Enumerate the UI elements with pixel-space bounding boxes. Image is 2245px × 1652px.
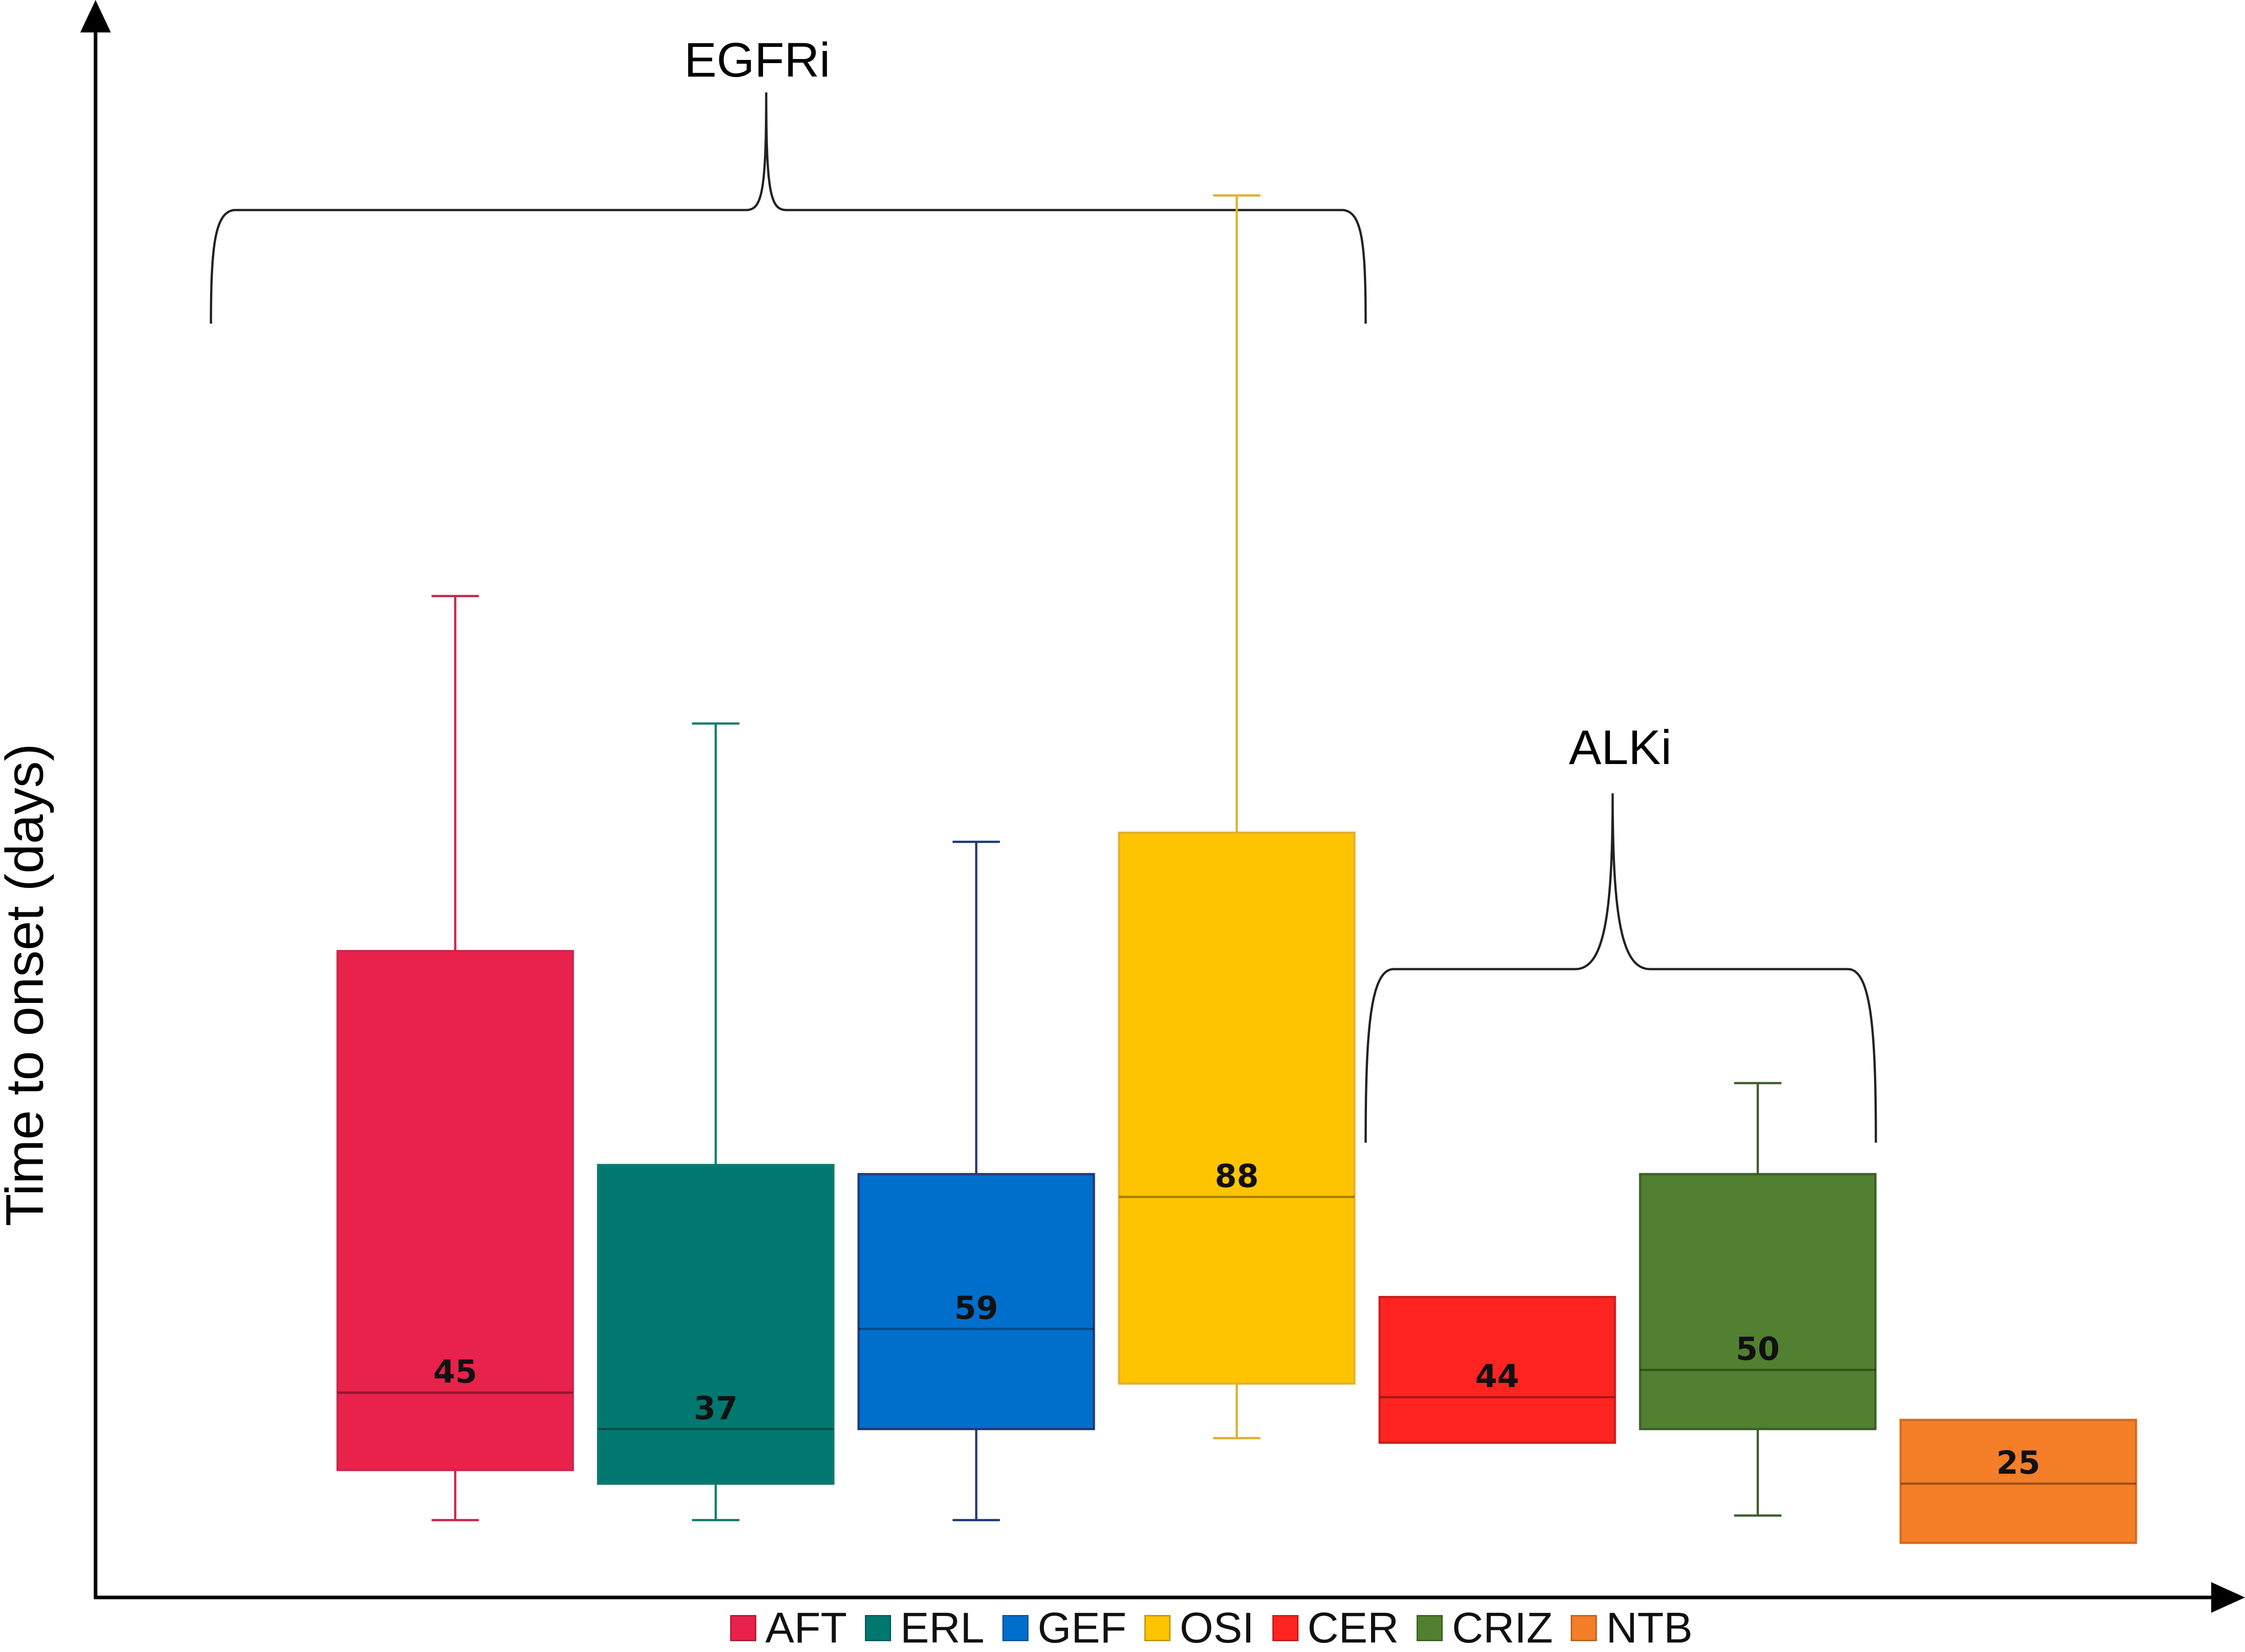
y-axis-label: Time to onset (days) — [0, 743, 55, 1226]
legend-label-cer: CER — [1307, 1604, 1399, 1652]
box-ntb: 25 — [1899, 1419, 2137, 1544]
median-label-gef: 59 — [954, 1290, 998, 1327]
egfri-bracket — [210, 92, 1367, 324]
box-criz: 50 — [1639, 1082, 1877, 1517]
boxes: 45 37 59 88 44 50 25 — [336, 194, 2137, 1544]
box-gef: 59 — [857, 841, 1095, 1521]
legend-label-erl: ERL — [900, 1604, 985, 1652]
box-aft: 45 — [336, 595, 574, 1521]
median-label-erl: 37 — [694, 1390, 737, 1427]
box-erl: 37 — [597, 722, 835, 1521]
alki-group-label: ALKi — [1569, 720, 1672, 774]
legend-item-gef: GEF — [1002, 1606, 1126, 1650]
median-label-ntb: 25 — [1996, 1445, 2040, 1482]
iqr-box-aft — [336, 950, 574, 1471]
legend-item-ntb: NTB — [1571, 1606, 1692, 1650]
legend-label-gef: GEF — [1038, 1604, 1127, 1652]
legend-swatch-ntb — [1571, 1615, 1597, 1641]
median-label-criz: 50 — [1736, 1331, 1779, 1368]
egfri-group-label: EGFRi — [684, 32, 830, 87]
legend-swatch-criz — [1417, 1615, 1443, 1641]
iqr-box-gef — [857, 1173, 1095, 1430]
legend-swatch-erl — [865, 1615, 892, 1641]
legend-label-ntb: NTB — [1606, 1604, 1693, 1652]
y-axis-arrowhead — [80, 0, 111, 32]
iqr-box-cer — [1378, 1295, 1616, 1444]
x-axis-arrowhead — [2211, 1582, 2245, 1613]
median-label-osi: 88 — [1215, 1158, 1258, 1194]
group-brackets: EGFRi ALKi — [210, 32, 1877, 1143]
legend-item-erl: ERL — [865, 1606, 984, 1650]
legend-label-criz: CRIZ — [1452, 1604, 1553, 1652]
box-cer: 44 — [1378, 1295, 1616, 1444]
legend-label-aft: AFT — [765, 1604, 847, 1652]
box-osi: 88 — [1118, 194, 1356, 1440]
legend-item-aft: AFT — [730, 1606, 847, 1650]
legend-swatch-osi — [1144, 1615, 1171, 1641]
legend-item-cer: CER — [1272, 1606, 1399, 1650]
iqr-box-osi — [1118, 831, 1356, 1385]
alki-bracket — [1364, 793, 1877, 1143]
iqr-box-criz — [1639, 1173, 1877, 1430]
axes: Time to onset (days) — [0, 0, 2245, 1613]
iqr-box-ntb — [1899, 1419, 2137, 1544]
legend-item-osi: OSI — [1144, 1606, 1254, 1650]
legend-swatch-aft — [730, 1615, 756, 1641]
median-label-cer: 44 — [1475, 1358, 1519, 1395]
legend-item-criz: CRIZ — [1417, 1606, 1553, 1650]
median-label-aft: 45 — [433, 1354, 477, 1391]
iqr-box-erl — [597, 1164, 835, 1485]
legend: AFT ERL GEF OSI CER CRIZ NTB — [730, 1605, 1692, 1652]
legend-swatch-gef — [1002, 1615, 1029, 1641]
legend-swatch-cer — [1272, 1615, 1299, 1641]
legend-label-osi: OSI — [1180, 1604, 1254, 1652]
